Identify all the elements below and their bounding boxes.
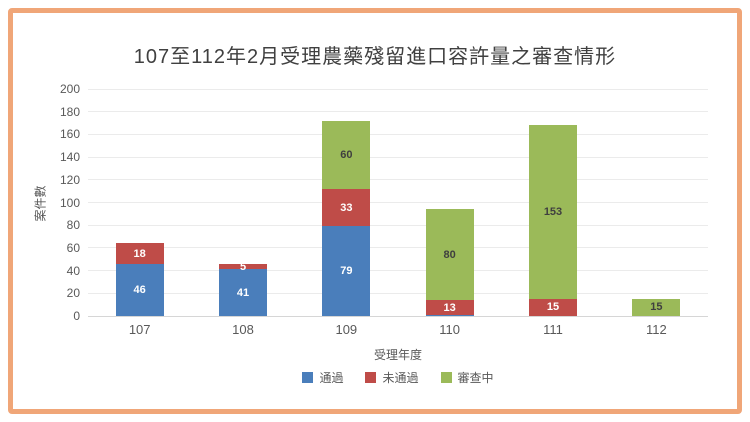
- bar-segment-not-passed: 13: [425, 300, 474, 315]
- bar-segment-under-review: 80: [425, 209, 474, 301]
- bar-segment-under-review: 153: [529, 125, 577, 299]
- legend: 通過 未通過 審查中: [88, 369, 708, 386]
- y-tick-label: 200: [59, 82, 80, 96]
- bar-value-label: 46: [133, 283, 146, 296]
- bar-value-label: 79: [340, 265, 353, 278]
- chart-title: 107至112年2月受理農藥殘留進口容許量之審查情形: [133, 46, 617, 68]
- gridline: [88, 202, 708, 203]
- bar-value-label: 153: [543, 206, 563, 219]
- x-tick-label: 107: [128, 322, 151, 337]
- gridline: [88, 247, 708, 249]
- gridline: [88, 111, 708, 113]
- y-tick-label: 100: [59, 195, 80, 210]
- x-axis-title: 受理年度: [373, 348, 422, 362]
- y-tick-label: 160: [59, 127, 80, 142]
- gridline: [88, 88, 708, 90]
- bar-segment-passed: 41: [219, 269, 267, 316]
- x-tick-label: 112: [645, 322, 667, 337]
- y-axis-ticks: 0 20 40 60 80 100 120 140 160 180 200: [38, 0, 80, 422]
- legend-item-passed: 通過: [302, 369, 343, 386]
- bar-value-label: 60: [340, 148, 353, 161]
- bar-segment-not-passed: 15: [529, 298, 577, 316]
- gridline: [88, 292, 708, 294]
- x-tick-label: 108: [232, 322, 254, 337]
- legend-item-under-review: 審查中: [440, 369, 494, 386]
- bar-segment-under-review: 15: [632, 298, 681, 316]
- legend-label: 未通過: [382, 371, 419, 385]
- y-tick-label: 180: [59, 104, 80, 119]
- x-tick-label: 109: [335, 322, 358, 337]
- bar-segment-passed: [425, 314, 474, 316]
- bar-value-label: 41: [236, 286, 250, 299]
- gridline: [88, 133, 708, 135]
- bar-value-label: 5: [239, 260, 247, 273]
- legend-label: 審查中: [457, 371, 494, 385]
- bar-segment-under-review: 60: [322, 120, 371, 189]
- bar-segment-not-passed: 33: [322, 188, 371, 227]
- y-tick-label: 120: [59, 172, 80, 187]
- gridline: [88, 315, 708, 317]
- gridline: [88, 224, 708, 226]
- bar-value-label: 18: [133, 247, 146, 260]
- gridline: [88, 270, 708, 272]
- legend-label: 通過: [319, 371, 344, 385]
- legend-swatch-icon: [365, 372, 377, 383]
- y-tick-label: 0: [73, 309, 80, 323]
- gridline: [88, 179, 708, 181]
- y-tick-label: 80: [66, 218, 80, 233]
- bar-segment-not-passed: 18: [115, 243, 164, 264]
- legend-item-not-passed: 未通過: [365, 369, 419, 386]
- bar-value-label: 15: [546, 301, 560, 314]
- bar-value-label: 13: [443, 301, 456, 314]
- y-tick-label: 140: [59, 150, 80, 165]
- legend-swatch-icon: [302, 372, 314, 383]
- bar-segment-passed: 46: [115, 263, 164, 316]
- plot-area: 46 18 41 5 79 33 60 13 80 15 153 15: [88, 88, 708, 317]
- bar-segment-passed: 79: [322, 226, 371, 316]
- y-tick-label: 40: [66, 263, 80, 278]
- bar-value-label: 80: [443, 248, 456, 261]
- gridline: [88, 156, 708, 158]
- bar-value-label: 15: [650, 301, 663, 314]
- y-tick-label: 20: [66, 286, 80, 301]
- x-tick-label: 111: [543, 322, 563, 337]
- y-tick-label: 60: [66, 240, 80, 255]
- x-axis-ticks: 107 108 109 110 111 112: [88, 322, 708, 340]
- bar-value-label: 33: [340, 201, 353, 214]
- legend-swatch-icon: [440, 372, 452, 383]
- x-tick-label: 110: [439, 322, 461, 337]
- bar-segment-not-passed: 5: [219, 260, 267, 273]
